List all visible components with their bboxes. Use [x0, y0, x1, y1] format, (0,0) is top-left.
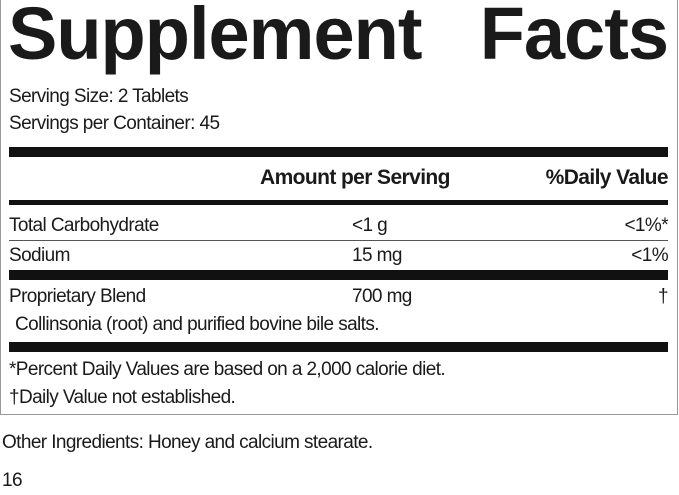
- row-amount: <1 g: [352, 215, 388, 236]
- row-amount: 700 mg: [352, 286, 412, 307]
- thick-divider: [9, 147, 668, 157]
- row-name: Sodium: [9, 245, 70, 266]
- blend-ingredients: Collinsonia (root) and purified bovine b…: [15, 314, 380, 335]
- row-dv: <1%: [631, 245, 668, 266]
- row-dv: †: [658, 286, 669, 307]
- thick-divider: [9, 270, 668, 280]
- page-number: 16: [2, 470, 23, 491]
- medium-divider: [9, 200, 668, 205]
- footnote-daily-values: *Percent Daily Values are based on a 2,0…: [9, 359, 446, 380]
- header-amount: Amount per Serving: [260, 166, 450, 189]
- other-ingredients: Other Ingredients: Honey and calcium ste…: [2, 432, 373, 453]
- footnote-dagger: †Daily Value not established.: [9, 387, 236, 408]
- row-amount: 15 mg: [352, 245, 402, 266]
- serving-size: Serving Size: 2 Tablets: [9, 86, 189, 107]
- row-dv: <1%*: [624, 215, 668, 236]
- supplement-facts-panel: [0, 0, 678, 415]
- thin-divider: [9, 240, 668, 241]
- title-facts: Facts: [479, 0, 669, 75]
- servings-per-container: Servings per Container: 45: [9, 113, 220, 134]
- header-daily-value: %Daily Value: [545, 166, 669, 189]
- title-supplement: Supplement: [8, 0, 422, 75]
- thick-divider: [9, 342, 668, 352]
- row-name: Total Carbohydrate: [9, 215, 159, 236]
- row-name: Proprietary Blend: [9, 286, 146, 307]
